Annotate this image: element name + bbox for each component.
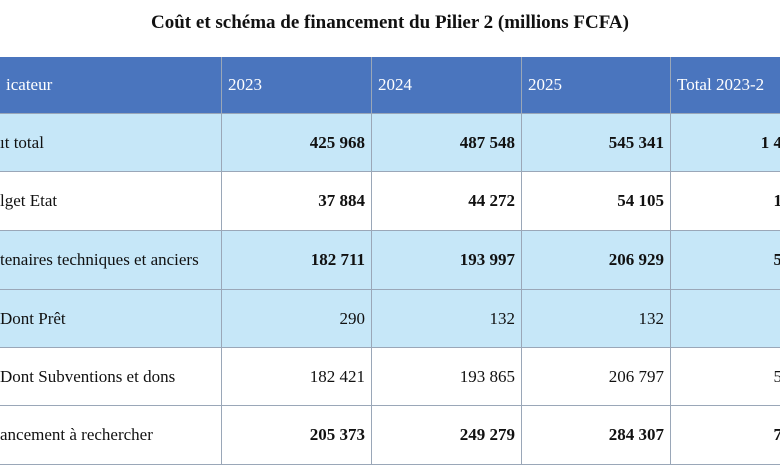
table-cell: 290 bbox=[222, 290, 372, 348]
title: Coût et schéma de financement du Pilier … bbox=[151, 12, 629, 33]
table-cell: 205 373 bbox=[222, 406, 372, 465]
table-cell: 193 865 bbox=[372, 348, 522, 406]
table-cell: Dont Prêt bbox=[0, 290, 222, 348]
table-cell bbox=[671, 290, 780, 348]
table-cell: 1 458 bbox=[671, 114, 780, 172]
table-cell: 425 968 bbox=[222, 114, 372, 172]
table-cell: Dont Subventions et dons bbox=[0, 348, 222, 406]
table-cell: 249 279 bbox=[372, 406, 522, 465]
table-cell: 54 105 bbox=[522, 172, 671, 231]
table-cell: 37 884 bbox=[222, 172, 372, 231]
table-cell: 583 bbox=[671, 348, 780, 406]
table-cell: tenaires techniques et anciers bbox=[0, 231, 222, 290]
table-cell: 136 bbox=[671, 172, 780, 231]
header-cell: 2024 bbox=[372, 57, 522, 114]
table-cell: 132 bbox=[372, 290, 522, 348]
header-cell: 2025 bbox=[522, 57, 671, 114]
header-cell: 2023 bbox=[222, 57, 372, 114]
table-cell: 182 711 bbox=[222, 231, 372, 290]
table-cell: 206 797 bbox=[522, 348, 671, 406]
table-cell: 487 548 bbox=[372, 114, 522, 172]
table-cell: 193 997 bbox=[372, 231, 522, 290]
header-cell: icateur bbox=[0, 57, 222, 114]
table-cell: 132 bbox=[522, 290, 671, 348]
table-cell: 182 421 bbox=[222, 348, 372, 406]
table-cell: 44 272 bbox=[372, 172, 522, 231]
table-cell: 583 bbox=[671, 231, 780, 290]
table-cell: 284 307 bbox=[522, 406, 671, 465]
table-cell: 545 341 bbox=[522, 114, 671, 172]
table-cell: 206 929 bbox=[522, 231, 671, 290]
table-cell: ancement à rechercher bbox=[0, 406, 222, 465]
table-cell: ıt total bbox=[0, 114, 222, 172]
table-cell: 738 bbox=[671, 406, 780, 465]
header-cell: Total 2023-2 bbox=[671, 57, 780, 114]
table-cell: lget Etat bbox=[0, 172, 222, 231]
